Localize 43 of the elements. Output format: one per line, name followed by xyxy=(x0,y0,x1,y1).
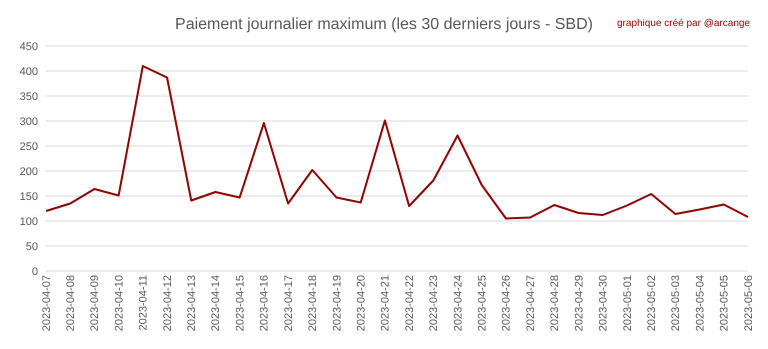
x-tick-label: 2023-04-15 xyxy=(234,275,246,332)
x-tick-label: 2023-04-27 xyxy=(524,275,537,332)
y-tick-label: 350 xyxy=(20,90,38,103)
x-tick-label: 2023-04-28 xyxy=(549,275,562,332)
y-tick-label: 300 xyxy=(20,116,38,128)
x-tick-label: 2023-04-11 xyxy=(138,275,150,330)
x-tick-label: 2023-05-01 xyxy=(622,275,634,332)
x-tick-label: 2023-05-05 xyxy=(718,275,731,332)
x-tick-label: 2023-04-29 xyxy=(573,275,586,332)
x-tick-label: 2023-04-25 xyxy=(476,275,489,332)
y-tick-label: 50 xyxy=(26,240,38,253)
x-tick-label: 2023-04-22 xyxy=(404,275,416,332)
y-tick-label: 450 xyxy=(20,40,38,53)
x-tick-label: 2023-04-21 xyxy=(380,275,392,332)
x-tick-label: 2023-04-08 xyxy=(65,275,78,332)
y-tick-label: 0 xyxy=(32,266,38,278)
x-tick-label: 2023-04-18 xyxy=(307,275,320,332)
x-tick-label: 2023-04-10 xyxy=(113,275,126,332)
x-tick-label: 2023-04-16 xyxy=(258,275,271,332)
y-tick-label: 400 xyxy=(20,66,38,78)
text: graphique créé par @arcange xyxy=(616,18,750,29)
x-tick-label: 2023-05-03 xyxy=(670,275,682,332)
y-tick-label: 150 xyxy=(20,190,38,203)
line-series xyxy=(45,65,749,220)
y-tick-label: 200 xyxy=(20,166,38,178)
x-tick-label: 2023-05-02 xyxy=(646,275,658,332)
x-tick-label: 2023-04-07 xyxy=(40,275,53,332)
x-tick-label: 2023-04-30 xyxy=(598,275,610,332)
x-tick-label: 2023-04-24 xyxy=(452,275,464,332)
chart-title: Paiement journalier maximum (les 30 derniers jours - SBD) xyxy=(175,16,593,33)
x-tick-label: 2023-04-17 xyxy=(282,275,295,332)
x-tick-label: 2023-04-19 xyxy=(331,275,344,332)
x-tick-label: 2023-04-26 xyxy=(500,275,513,332)
x-tick-label: 2023-05-06 xyxy=(742,275,755,332)
x-tick-label: 2023-04-12 xyxy=(162,275,174,332)
y-tick-label: 100 xyxy=(20,216,38,228)
x-tick-label: 2023-04-20 xyxy=(356,275,368,332)
x-tick-label: 2023-04-23 xyxy=(428,275,440,332)
y-tick-label: 250 xyxy=(20,140,38,153)
x-tick-label: 2023-04-09 xyxy=(89,275,102,332)
x-tick-label: 2023-04-14 xyxy=(210,275,222,332)
x-tick-label: 2023-04-13 xyxy=(186,275,198,332)
x-tick-label: 2023-05-04 xyxy=(694,275,706,332)
